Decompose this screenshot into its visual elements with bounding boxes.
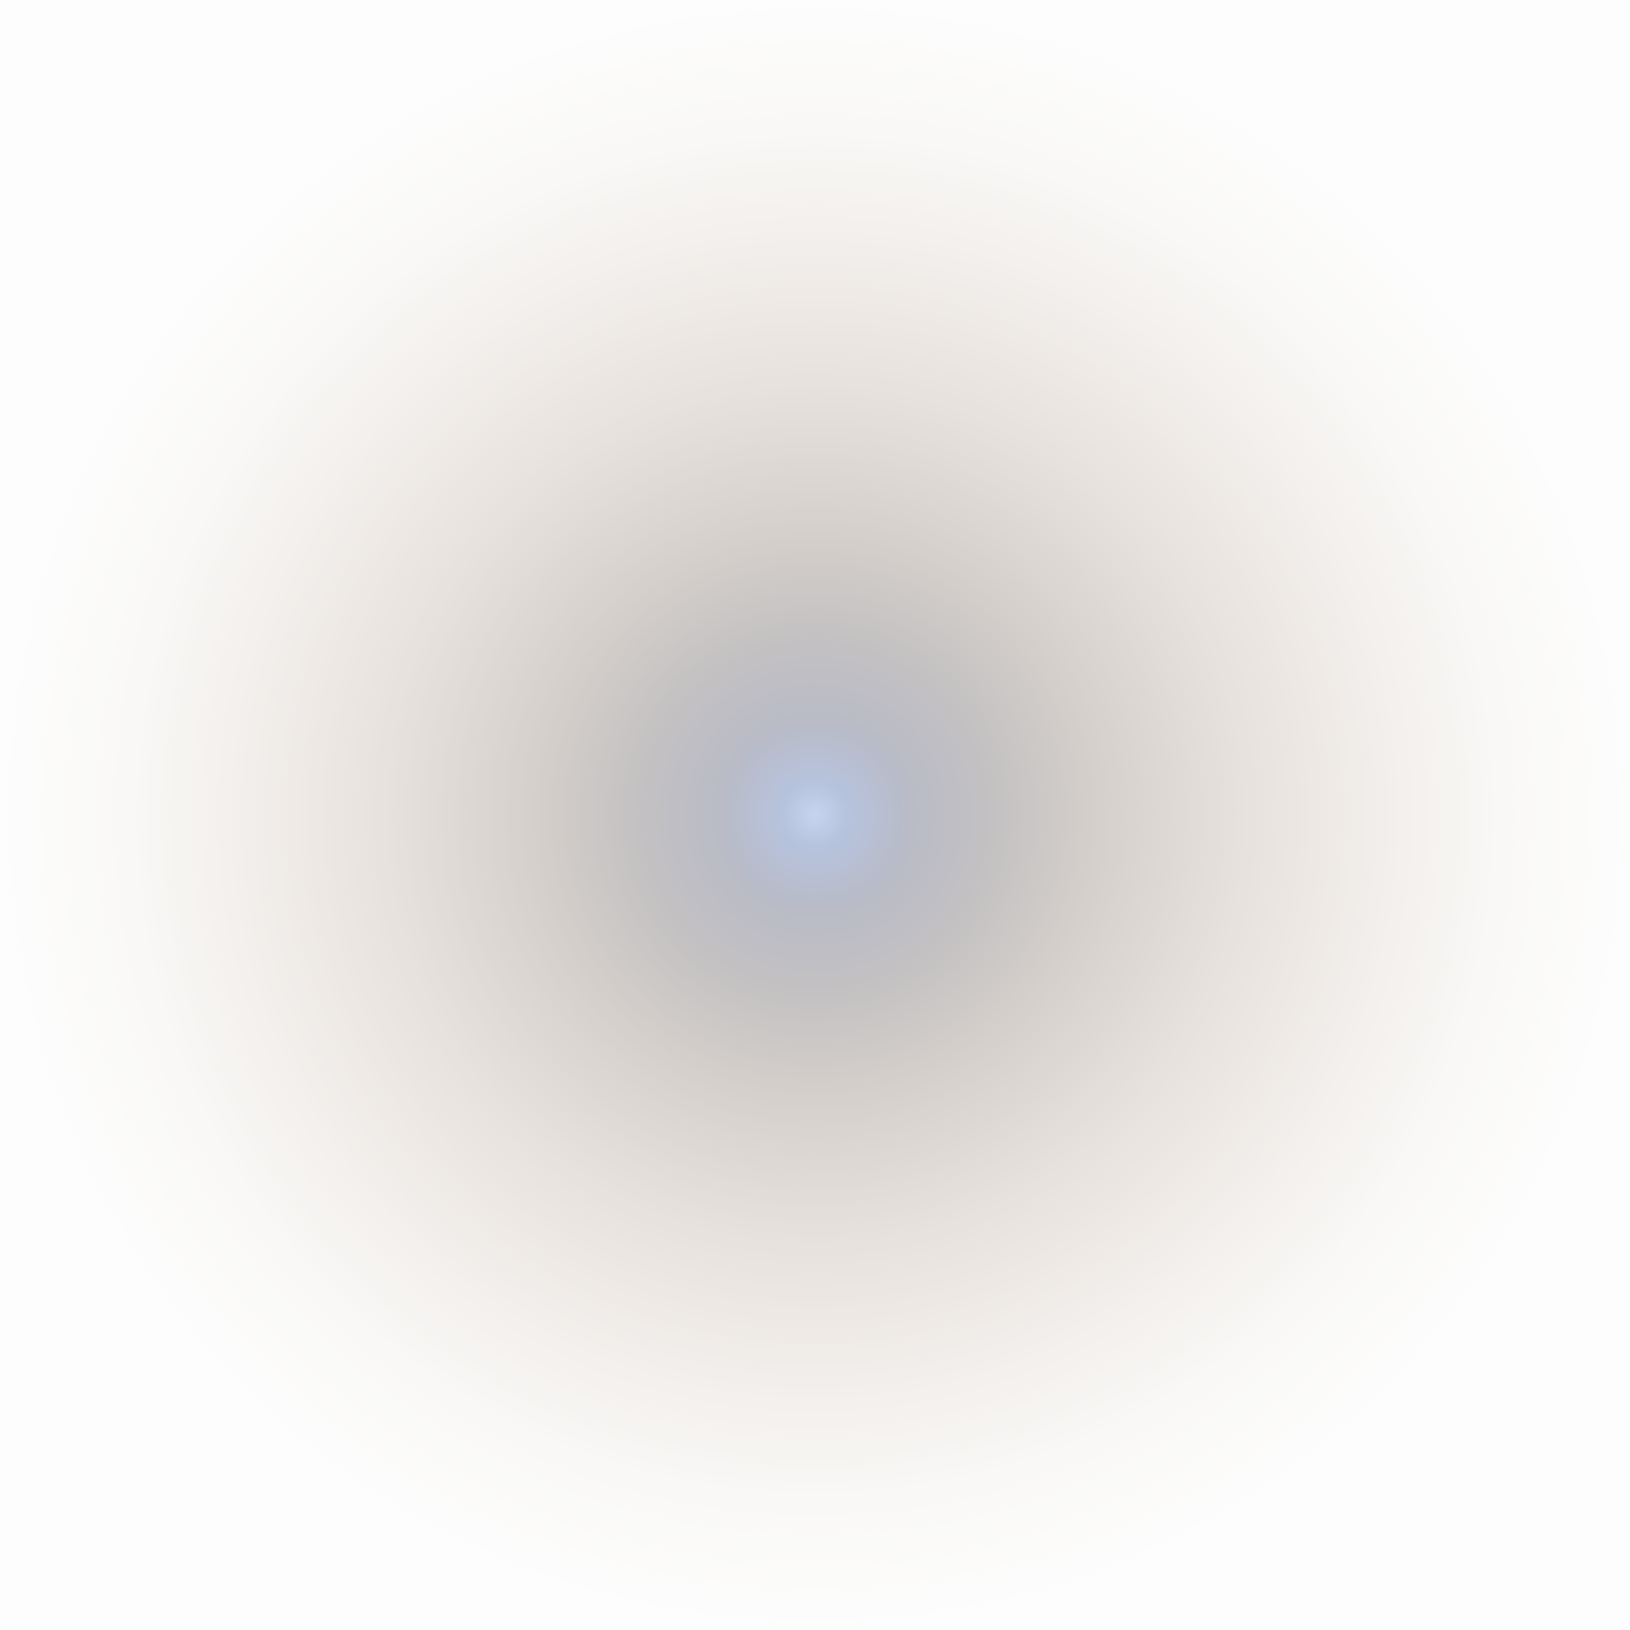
page: {} html, body { margin: 0; padding: 0; w… — [0, 0, 1630, 1630]
glow-image — [0, 0, 1630, 1630]
page-body — [0, 0, 1630, 1630]
radial-glow — [0, 0, 1630, 1630]
